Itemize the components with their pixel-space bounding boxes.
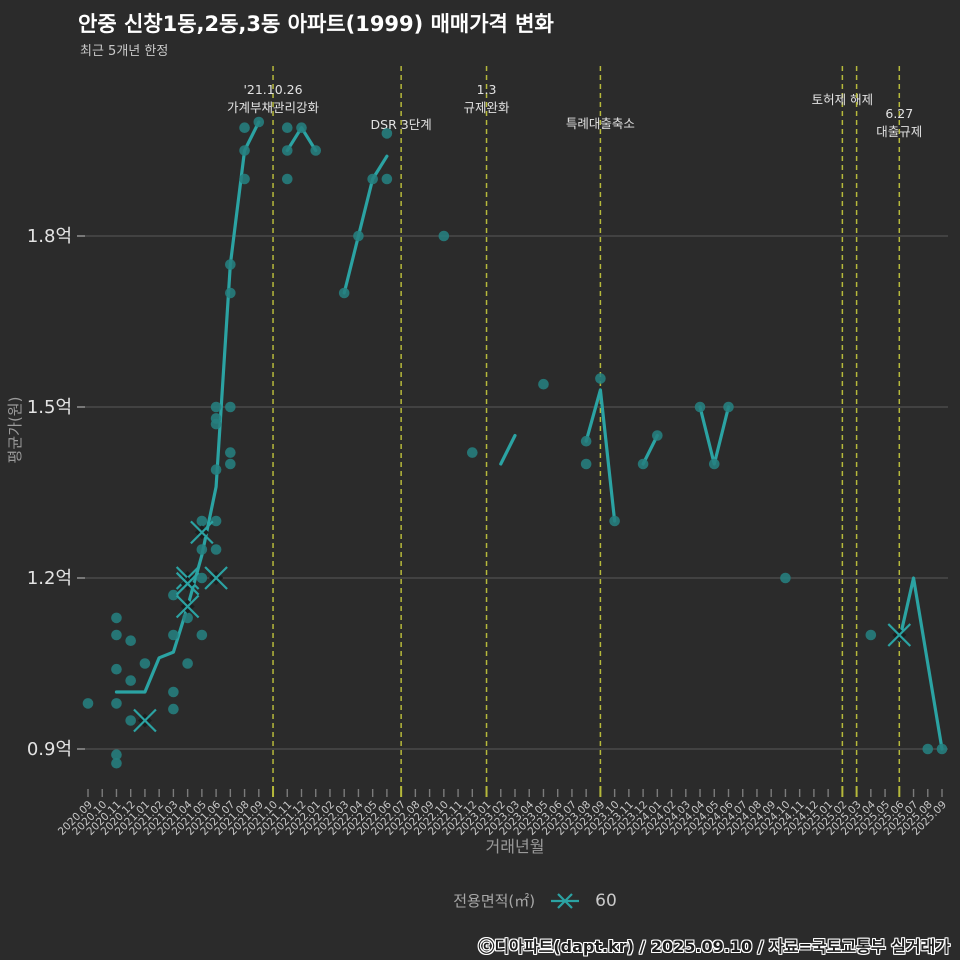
svg-text:'21.10.26: '21.10.26 xyxy=(243,82,302,97)
page-title: 안중 신창1동,2동,3동 아파트(1999) 매매가격 변화 xyxy=(78,12,554,36)
svg-text:토허제 해제: 토허제 해제 xyxy=(812,92,873,107)
svg-text:6.27: 6.27 xyxy=(885,106,913,121)
svg-text:1.5억: 1.5억 xyxy=(27,397,72,418)
chart-legend: 전용면적(㎡) 60 xyxy=(55,890,960,911)
svg-text:1.3: 1.3 xyxy=(477,82,497,97)
svg-text:0.9억: 0.9억 xyxy=(27,739,72,760)
series-marker-icon xyxy=(551,892,580,909)
svg-text:가계부채관리강화: 가계부채관리강화 xyxy=(227,100,320,115)
copyright-footer: ⓒ디아파트(dapt.kr) / 2025.09.10 / 자료=국토교통부 실… xyxy=(478,937,950,956)
svg-text:규제완화: 규제완화 xyxy=(464,100,511,115)
svg-text:특례대출축소: 특례대출축소 xyxy=(566,116,635,131)
legend-series-name: 60 xyxy=(595,890,617,911)
legend-label: 전용면적(㎡) xyxy=(453,892,536,910)
page-subtitle: 최근 5개년 한정 xyxy=(80,44,169,59)
svg-text:대출규제: 대출규제 xyxy=(876,124,922,139)
svg-text:거래년월: 거래년월 xyxy=(486,837,545,856)
svg-text:평균가(원): 평균가(원) xyxy=(6,397,24,464)
svg-text:DSR 3단계: DSR 3단계 xyxy=(371,117,432,132)
price-chart-svg: 0.9억1.2억1.5억1.8억평균가(원)거래년월2020.092020.10… xyxy=(6,66,949,856)
svg-text:1.8억: 1.8억 xyxy=(27,226,72,247)
svg-text:1.2억: 1.2억 xyxy=(27,568,72,589)
